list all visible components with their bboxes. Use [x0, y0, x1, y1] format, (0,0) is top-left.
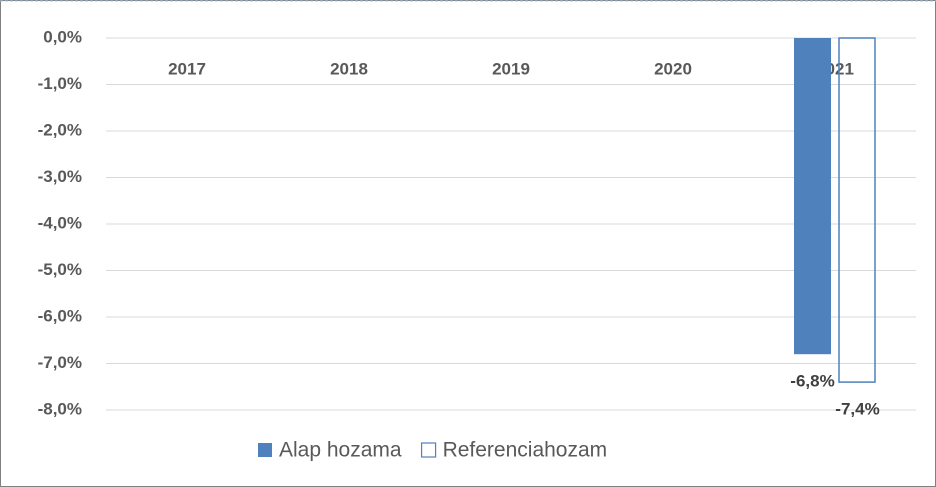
- y-tick-label: -2,0%: [38, 120, 82, 139]
- legend-swatch: [258, 443, 272, 457]
- data-label: -7,4%: [835, 400, 879, 419]
- y-tick-label: -6,0%: [38, 306, 82, 325]
- y-tick-label: -7,0%: [38, 353, 82, 372]
- y-tick-label: 0,0%: [43, 27, 82, 46]
- data-label: -6,8%: [790, 372, 834, 391]
- x-tick-label: 2019: [492, 59, 530, 78]
- y-tick-label: -1,0%: [38, 74, 82, 93]
- legend-label: Referenciahozam: [443, 439, 608, 462]
- legend-label: Alap hozama: [279, 439, 402, 462]
- legend-swatch: [420, 442, 437, 458]
- x-tick-label: 2018: [330, 59, 368, 78]
- bar: [838, 37, 876, 383]
- x-tick-label: 2020: [654, 59, 692, 78]
- y-tick-label: -8,0%: [38, 399, 82, 418]
- bar: [794, 38, 831, 355]
- y-tick-label: -5,0%: [38, 260, 82, 279]
- y-tick-label: -4,0%: [38, 213, 82, 232]
- y-tick-label: -3,0%: [38, 167, 82, 186]
- x-tick-label: 2017: [168, 59, 206, 78]
